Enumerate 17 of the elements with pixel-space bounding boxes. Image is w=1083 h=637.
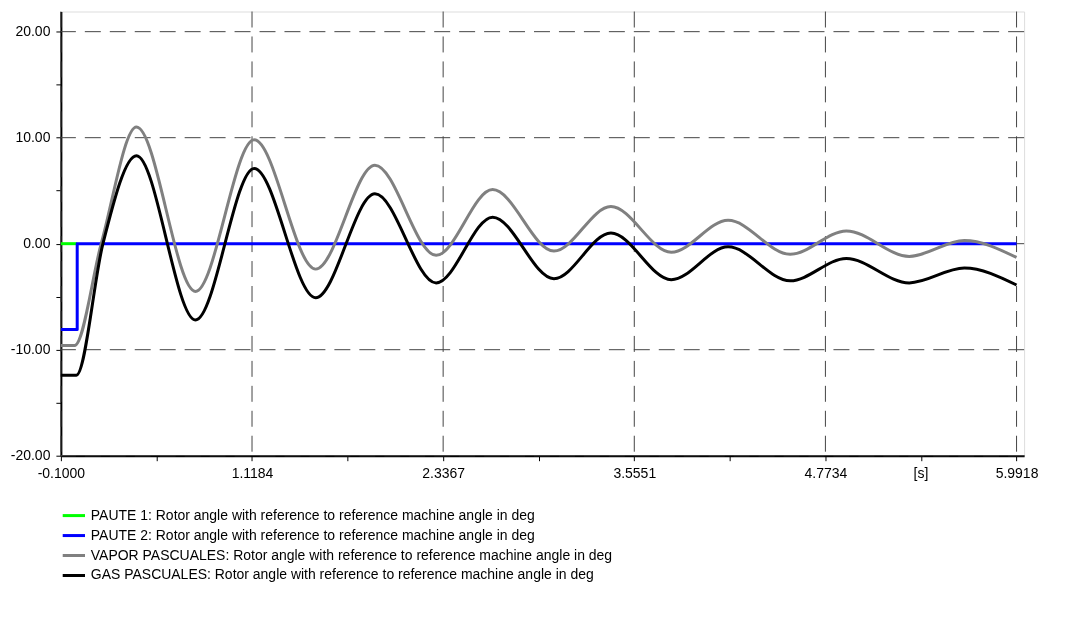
y-tick-label: -20.00 xyxy=(10,447,51,464)
y-tick-label: 20.00 xyxy=(15,23,51,40)
y-tick-label: -10.00 xyxy=(10,341,51,358)
x-tick-label: 3.5551 xyxy=(613,465,657,482)
legend-label: GAS PASCUALES: Rotor angle with reference to reference machine angle in deg xyxy=(90,566,594,583)
legend-label: VAPOR PASCUALES: Rotor angle with reference to reference machine angle in deg xyxy=(90,546,613,563)
x-tick-label: 2.3367 xyxy=(422,465,466,482)
x-tick-label: 4.7734 xyxy=(804,465,848,482)
y-tick-label: 10.00 xyxy=(15,129,51,146)
x-tick-label: -0.1000 xyxy=(37,465,86,482)
x-axis-title: [s] xyxy=(913,464,929,481)
legend-label: PAUTE 2: Rotor angle with reference to reference machine angle in deg xyxy=(90,526,535,543)
x-tick-label: 1.1184 xyxy=(231,465,274,482)
legend-label: PAUTE 1: Rotor angle with reference to reference machine angle in deg xyxy=(90,506,535,523)
line-series xyxy=(59,125,1019,347)
y-tick-label: 0.00 xyxy=(23,235,51,252)
x-tick-label: 5.9918 xyxy=(995,465,1039,482)
